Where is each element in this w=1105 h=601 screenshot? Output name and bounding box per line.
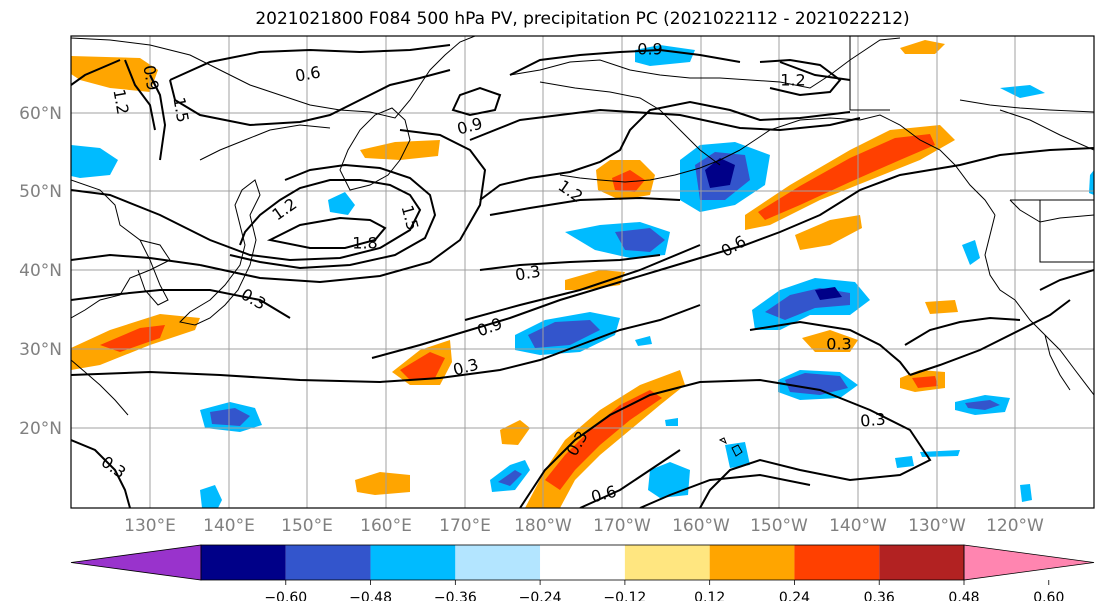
colorbar-segment bbox=[624, 545, 710, 580]
colorbar-tick-label: −0.48 bbox=[349, 590, 392, 601]
colorbar-tick-label: 0.60 bbox=[1033, 590, 1064, 601]
lon-label: 120°W bbox=[986, 516, 1044, 536]
colorbar-tick-label: 0.12 bbox=[694, 590, 725, 601]
lat-label: 20°N bbox=[19, 419, 62, 439]
latitude-labels: 60°N 50°N 40°N 30°N 20°N bbox=[19, 104, 62, 439]
lon-label: 170°E bbox=[439, 516, 491, 536]
lat-label: 40°N bbox=[19, 261, 62, 281]
lon-label: 140°W bbox=[829, 516, 887, 536]
contour-label: 0.3 bbox=[826, 335, 851, 354]
pv-contours bbox=[71, 44, 1094, 508]
contour-label: 0.9 bbox=[139, 64, 162, 92]
lat-label: 30°N bbox=[19, 340, 62, 360]
colorbar-segment bbox=[285, 545, 371, 580]
colorbar-tick-label: 0.36 bbox=[864, 590, 895, 601]
colorbar-segment bbox=[709, 545, 795, 580]
colorbar-segment bbox=[540, 545, 625, 580]
coastlines bbox=[71, 36, 1094, 457]
precip-negative-shading bbox=[71, 45, 1094, 508]
colorbar-tick-label: −0.60 bbox=[264, 590, 307, 601]
colorbar-segment bbox=[201, 545, 286, 580]
map-title: 2021021800 F084 500 hPa PV, precipitatio… bbox=[255, 9, 910, 29]
colorbar-tick-labels: −0.60 −0.48 −0.36 −0.24 −0.12 0.12 0.24 0.36 0.4… bbox=[264, 580, 1064, 601]
contour-label: 0.6 bbox=[294, 62, 322, 85]
colorbar-tick-label: 0.24 bbox=[779, 590, 810, 601]
contour-label: 1.5 bbox=[169, 96, 192, 124]
map-frame bbox=[70, 35, 1095, 509]
contour-label: 1.8 bbox=[352, 234, 377, 253]
contour-label: 1.2 bbox=[780, 71, 805, 90]
colorbar-segment bbox=[455, 545, 541, 580]
colorbar-segment bbox=[879, 545, 964, 580]
contour-label: 0.3 bbox=[859, 409, 886, 430]
lon-label: 160°W bbox=[672, 516, 730, 536]
colorbar-tick-label: 0.48 bbox=[948, 590, 979, 601]
colorbar-tick-label: −0.24 bbox=[519, 590, 562, 601]
lat-label: 60°N bbox=[19, 104, 62, 124]
colorbar-segment bbox=[794, 545, 880, 580]
lat-label: 50°N bbox=[19, 182, 62, 202]
lon-label: 130°E bbox=[124, 516, 176, 536]
colorbar-min-extend bbox=[70, 544, 202, 581]
colorbar-segment bbox=[370, 545, 456, 580]
lon-label: 180°W bbox=[514, 516, 572, 536]
lon-label: 170°W bbox=[593, 516, 651, 536]
colorbar-tick-label: −0.12 bbox=[603, 590, 646, 601]
precip-positive-shading bbox=[71, 40, 958, 508]
colorbar-outline bbox=[200, 544, 965, 581]
contour-label: 0.3 bbox=[514, 261, 542, 284]
lon-label: 150°W bbox=[750, 516, 808, 536]
lon-label: 160°E bbox=[360, 516, 412, 536]
lon-label: 150°E bbox=[281, 516, 333, 536]
longitude-labels: 130°E 140°E 150°E 160°E 170°E 180°W 170°W 160°W… bbox=[124, 516, 1044, 536]
colorbar-max-extend bbox=[963, 544, 1095, 581]
lon-label: 140°E bbox=[203, 516, 255, 536]
colorbar-tick-label: −0.36 bbox=[434, 590, 477, 601]
colorbar bbox=[70, 544, 1095, 581]
contour-label: 1.2 bbox=[109, 88, 132, 116]
contour-label: 0.9 bbox=[637, 40, 662, 59]
lon-label: 130°W bbox=[908, 516, 966, 536]
